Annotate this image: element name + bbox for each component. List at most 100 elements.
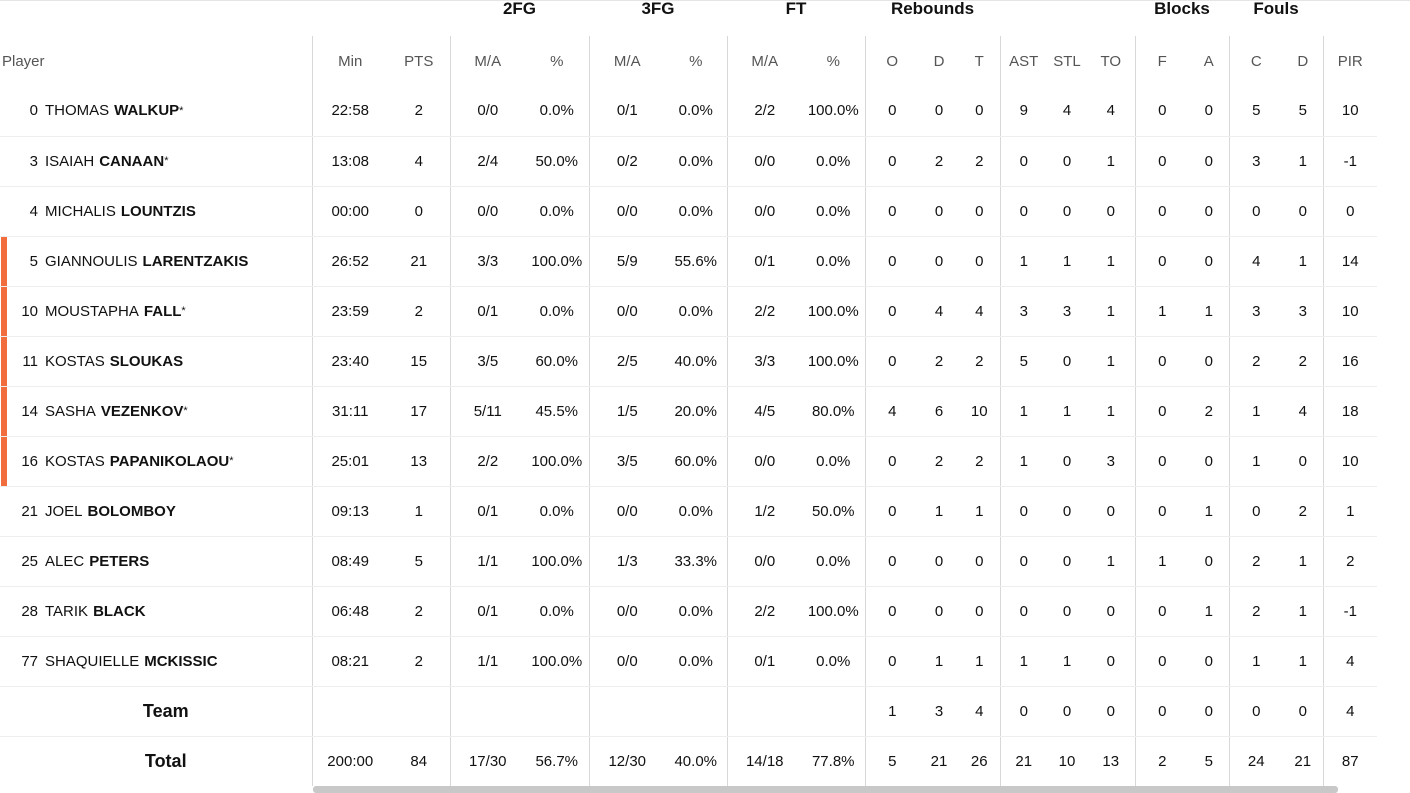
player-last-name[interactable]: LARENTZAKIS <box>142 252 249 270</box>
cell-foul-d: 0 <box>1283 436 1323 487</box>
player-first-name[interactable]: ALEC <box>45 552 85 570</box>
col-reb-d[interactable]: D <box>933 52 945 70</box>
cell-2fg-ma: 0/1 <box>449 486 525 537</box>
cell-foul-d: 1 <box>1283 536 1323 587</box>
col-foul-c[interactable]: C <box>1228 36 1283 86</box>
player-last-name[interactable]: PETERS <box>89 552 150 570</box>
col-player[interactable]: Player <box>2 52 45 70</box>
player-cell: 0 THOMAS WALKUP * <box>0 86 312 137</box>
team-label-cell: Team <box>0 686 312 737</box>
player-row[interactable]: 4 MICHALIS LOUNTZIS 00:00 0 0/0 0.0% 0/0 0.0% 0/0… <box>0 186 1377 237</box>
cell-blk-f: 0 <box>1134 186 1189 237</box>
cell-ast: 0 <box>999 486 1047 537</box>
cell-ft-ma <box>726 686 802 737</box>
player-row[interactable]: 77 SHAQUIELLE MCKISSIC 08:21 2 1/1 100.0% 0/0 0.… <box>0 636 1377 687</box>
player-cell: 4 MICHALIS LOUNTZIS <box>0 186 312 237</box>
on-court-indicator <box>1 336 7 386</box>
cell-to: 1 <box>1087 286 1135 337</box>
cell-ft-ma: 2/2 <box>726 586 802 637</box>
cell-pts: 1 <box>388 486 450 537</box>
col-ast[interactable]: AST <box>999 36 1047 86</box>
player-last-name[interactable]: PAPANIKOLAOU <box>109 452 230 470</box>
cell-ast: 1 <box>999 386 1047 437</box>
cell-blk-f: 0 <box>1134 336 1189 387</box>
cell-pts: 5 <box>388 536 450 587</box>
player-first-name[interactable]: GIANNOULIS <box>45 252 138 270</box>
player-row[interactable]: 3 ISAIAH CANAAN * 13:08 4 2/4 50.0% 0/2 0.0% 0/0 0.… <box>0 136 1377 187</box>
cell-3fg-pct: 55.6% <box>665 236 727 287</box>
player-last-name[interactable]: BLACK <box>93 602 146 620</box>
player-first-name[interactable]: KOSTAS <box>45 352 105 370</box>
col-blk-a[interactable]: A <box>1203 52 1214 70</box>
col-to[interactable]: TO <box>1100 52 1122 70</box>
player-last-name[interactable]: CANAAN <box>99 152 165 170</box>
cell-ft-ma: 0/0 <box>726 436 802 487</box>
cell-3fg-ma: 5/9 <box>588 236 665 287</box>
player-row[interactable]: 25 ALEC PETERS 08:49 5 1/1 100.0% 1/3 33.3% 0/0 0.… <box>0 536 1377 587</box>
col-ft-ma[interactable]: M/A <box>726 36 802 86</box>
cell-2fg-pct: 0.0% <box>525 86 589 137</box>
player-last-name[interactable]: FALL <box>143 302 182 320</box>
player-row[interactable]: 21 JOEL BOLOMBOY 09:13 1 0/1 0.0% 0/0 0.0% 1/2 50.… <box>0 486 1377 537</box>
player-first-name[interactable]: JOEL <box>45 502 83 520</box>
cell-foul-d: 0 <box>1283 186 1323 237</box>
cell-ft-pct: 100.0% <box>802 86 865 137</box>
col-reb-o[interactable]: O <box>864 36 919 86</box>
col-reb-t[interactable]: T <box>974 52 984 70</box>
player-first-name[interactable]: SHAQUIELLE <box>45 652 140 670</box>
cell-ft-pct: 77.8% <box>811 752 855 770</box>
col-pir[interactable]: PIR <box>1322 36 1377 86</box>
cell-reb-o: 0 <box>864 436 919 487</box>
cell-pir: 14 <box>1322 236 1377 287</box>
player-row[interactable]: 16 KOSTAS PAPANIKOLAOU * 25:01 13 2/2 100.0% 3/5… <box>0 436 1377 487</box>
cell-ft-ma: 3/3 <box>726 336 802 387</box>
player-last-name[interactable]: BOLOMBOY <box>87 502 176 520</box>
player-last-name[interactable]: VEZENKOV <box>100 402 184 420</box>
col-min[interactable]: Min <box>311 36 388 86</box>
col-2fg-pct[interactable]: % <box>550 52 564 70</box>
player-row[interactable]: 14 SASHA VEZENKOV * 31:11 17 5/11 45.5% 1/5 20.0%… <box>0 386 1377 437</box>
col-ft-pct[interactable]: % <box>826 52 840 70</box>
cell-reb-t: 10 <box>959 386 1000 437</box>
col-foul-d[interactable]: D <box>1297 52 1309 70</box>
horizontal-scrollbar[interactable] <box>313 786 1338 793</box>
cell-blk-f: 0 <box>1134 86 1189 137</box>
col-2fg-ma[interactable]: M/A <box>449 36 525 86</box>
player-row[interactable]: 28 TARIK BLACK 06:48 2 0/1 0.0% 0/0 0.0% 2/2 100.0… <box>0 586 1377 637</box>
cell-reb-o: 0 <box>864 236 919 287</box>
player-last-name[interactable]: LOUNTZIS <box>120 202 196 220</box>
player-first-name[interactable]: ISAIAH <box>45 152 95 170</box>
cell-stl: 10 <box>1058 752 1076 770</box>
player-first-name[interactable]: THOMAS <box>45 102 110 120</box>
cell-to: 0 <box>1087 186 1135 237</box>
col-pts[interactable]: PTS <box>404 52 434 70</box>
cell-reb-d: 2 <box>919 336 959 387</box>
player-row[interactable]: 11 KOSTAS SLOUKAS 23:40 15 3/5 60.0% 2/5 40.0% 3/… <box>0 336 1377 387</box>
player-last-name[interactable]: SLOUKAS <box>109 352 184 370</box>
player-row[interactable]: 10 MOUSTAPHA FALL * 23:59 2 0/1 0.0% 0/0 0.0% 2/2 1… <box>0 286 1377 337</box>
cell-pts: 2 <box>388 286 450 337</box>
player-first-name[interactable]: KOSTAS <box>45 452 105 470</box>
player-last-name[interactable]: MCKISSIC <box>144 652 218 670</box>
col-3fg-pct[interactable]: % <box>689 52 703 70</box>
col-3fg-ma[interactable]: M/A <box>588 36 665 86</box>
cell-foul-d: 4 <box>1283 386 1323 437</box>
cell-ast: 1 <box>999 436 1047 487</box>
player-first-name[interactable]: SASHA <box>45 402 96 420</box>
cell-2fg-pct: 45.5% <box>525 386 589 437</box>
player-row[interactable]: 5 GIANNOULIS LARENTZAKIS 26:52 21 3/3 100.0% 5/… <box>0 236 1377 287</box>
player-first-name[interactable]: TARIK <box>45 602 89 620</box>
col-stl[interactable]: STL <box>1053 52 1081 70</box>
player-row[interactable]: 0 THOMAS WALKUP * 22:58 2 0/0 0.0% 0/1 0.0% 2/2 100… <box>0 86 1377 137</box>
player-last-name[interactable]: WALKUP <box>114 102 180 120</box>
cell-blk-a: 5 <box>1204 752 1213 770</box>
cell-blk-a: 0 <box>1189 686 1229 737</box>
col-blk-f[interactable]: F <box>1134 36 1189 86</box>
cell-2fg-pct: 0.0% <box>525 286 589 337</box>
player-first-name[interactable]: MICHALIS <box>45 202 116 220</box>
cell-ft-ma: 0/0 <box>726 136 802 187</box>
group-header-row: 2FG 3FG FT Rebounds Blocks Fouls <box>0 0 1377 36</box>
cell-blk-a: 1 <box>1189 486 1229 537</box>
player-first-name[interactable]: MOUSTAPHA <box>45 302 139 320</box>
cell-ft-pct: 0.0% <box>802 136 865 187</box>
